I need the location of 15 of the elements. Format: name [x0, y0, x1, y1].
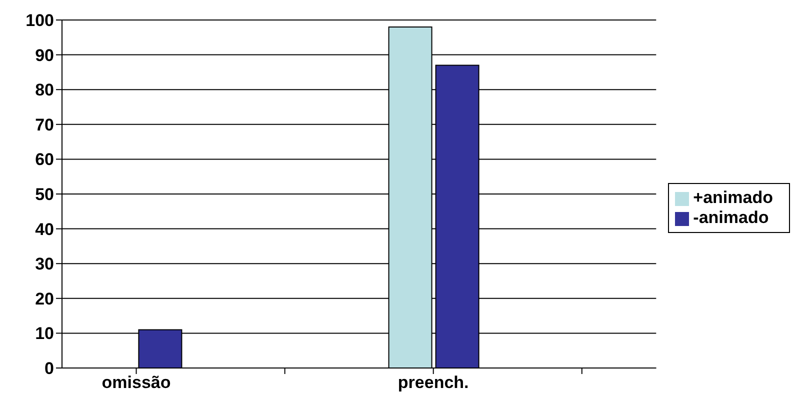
legend-label: -animado [693, 208, 769, 227]
y-tick-label: 10 [35, 324, 54, 344]
y-tick-label: 90 [35, 46, 54, 65]
y-tick-label: 30 [35, 254, 54, 274]
y-tick-label: 0 [44, 359, 54, 378]
y-tick-label: 100 [26, 11, 54, 30]
y-tick-label: 80 [35, 80, 54, 100]
y-tick-label: 20 [35, 289, 54, 308]
y-tick-label: 50 [35, 185, 54, 204]
y-tick-label: 40 [35, 220, 54, 239]
y-tick-label: 70 [35, 115, 54, 134]
y-tick-label: 60 [35, 150, 54, 170]
x-tick-label: preench. [398, 373, 469, 392]
x-tick-label: omissão [102, 373, 171, 392]
legend-label: +animado [693, 188, 773, 207]
